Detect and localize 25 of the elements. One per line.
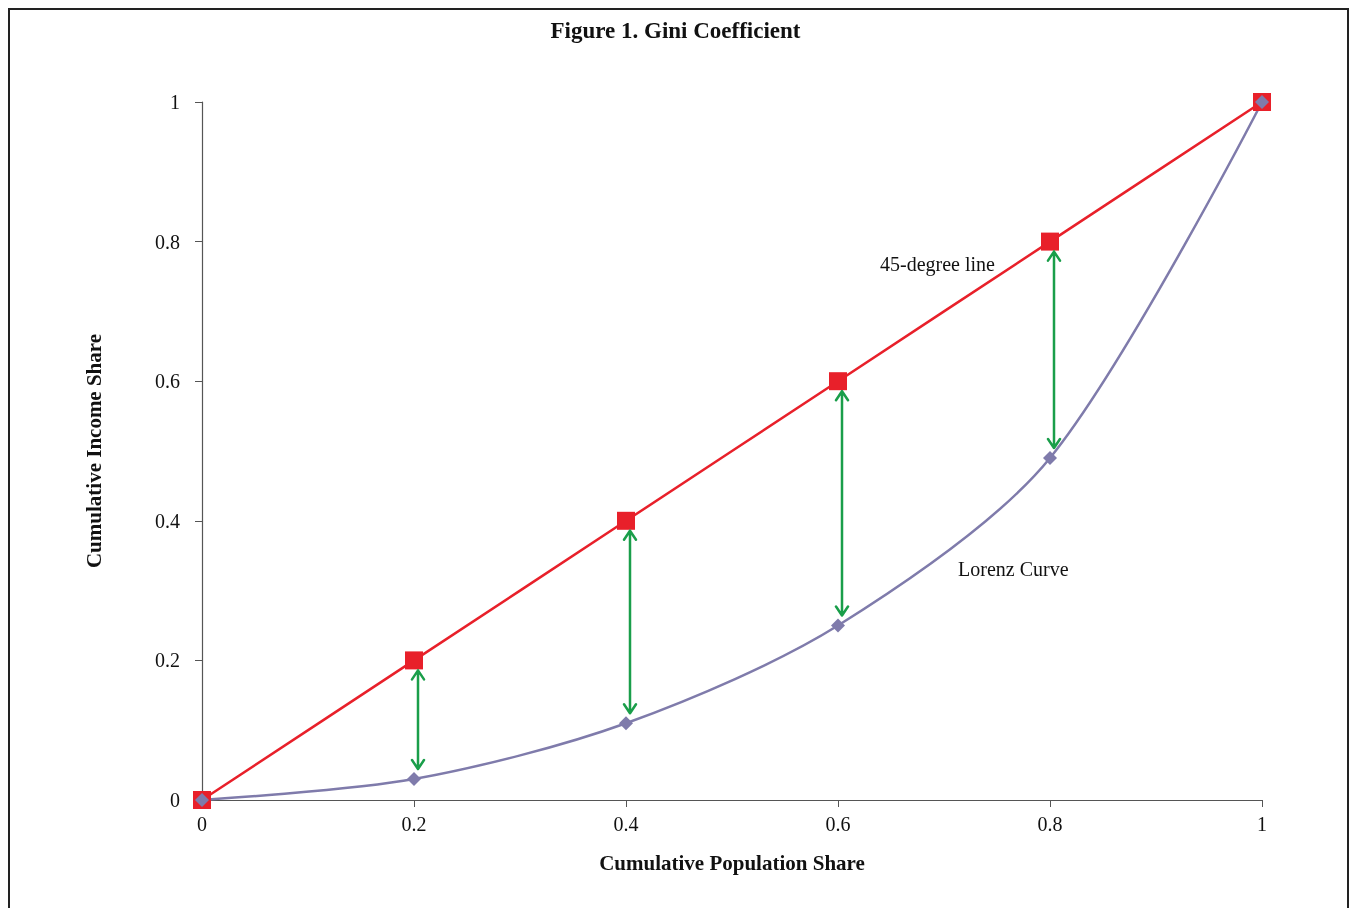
y-tick-label: 0 [170, 789, 180, 811]
x-tick-label: 0 [197, 813, 207, 835]
x-tick-label: 0.4 [613, 813, 639, 835]
point [407, 772, 421, 787]
y-tick-label: 0.8 [155, 230, 180, 253]
point [405, 651, 423, 670]
x-axis-title: Cumulative Population Share [599, 850, 865, 875]
y-tick-label: 1 [170, 91, 180, 113]
point [829, 372, 847, 391]
y-tick-label: 0.4 [155, 509, 180, 532]
chart-title: Figure 1. Gini Coefficient [550, 18, 801, 43]
point [831, 618, 845, 633]
series-label: 45-degree line [880, 252, 996, 276]
point [617, 511, 635, 530]
point [619, 716, 633, 731]
point [1043, 450, 1057, 465]
x-tick-label: 0.6 [825, 813, 851, 835]
x-tick-label: 1 [1257, 813, 1267, 835]
x-tick-label: 0.8 [1037, 813, 1063, 835]
series-label: Lorenz Curve [958, 557, 1069, 580]
y-axis-title: Cumulative Income Share [81, 333, 106, 569]
y-tick-label: 0.2 [155, 649, 180, 672]
point [1041, 232, 1059, 251]
y-tick-label: 0.6 [155, 370, 180, 393]
x-tick-label: 0.2 [401, 813, 427, 835]
